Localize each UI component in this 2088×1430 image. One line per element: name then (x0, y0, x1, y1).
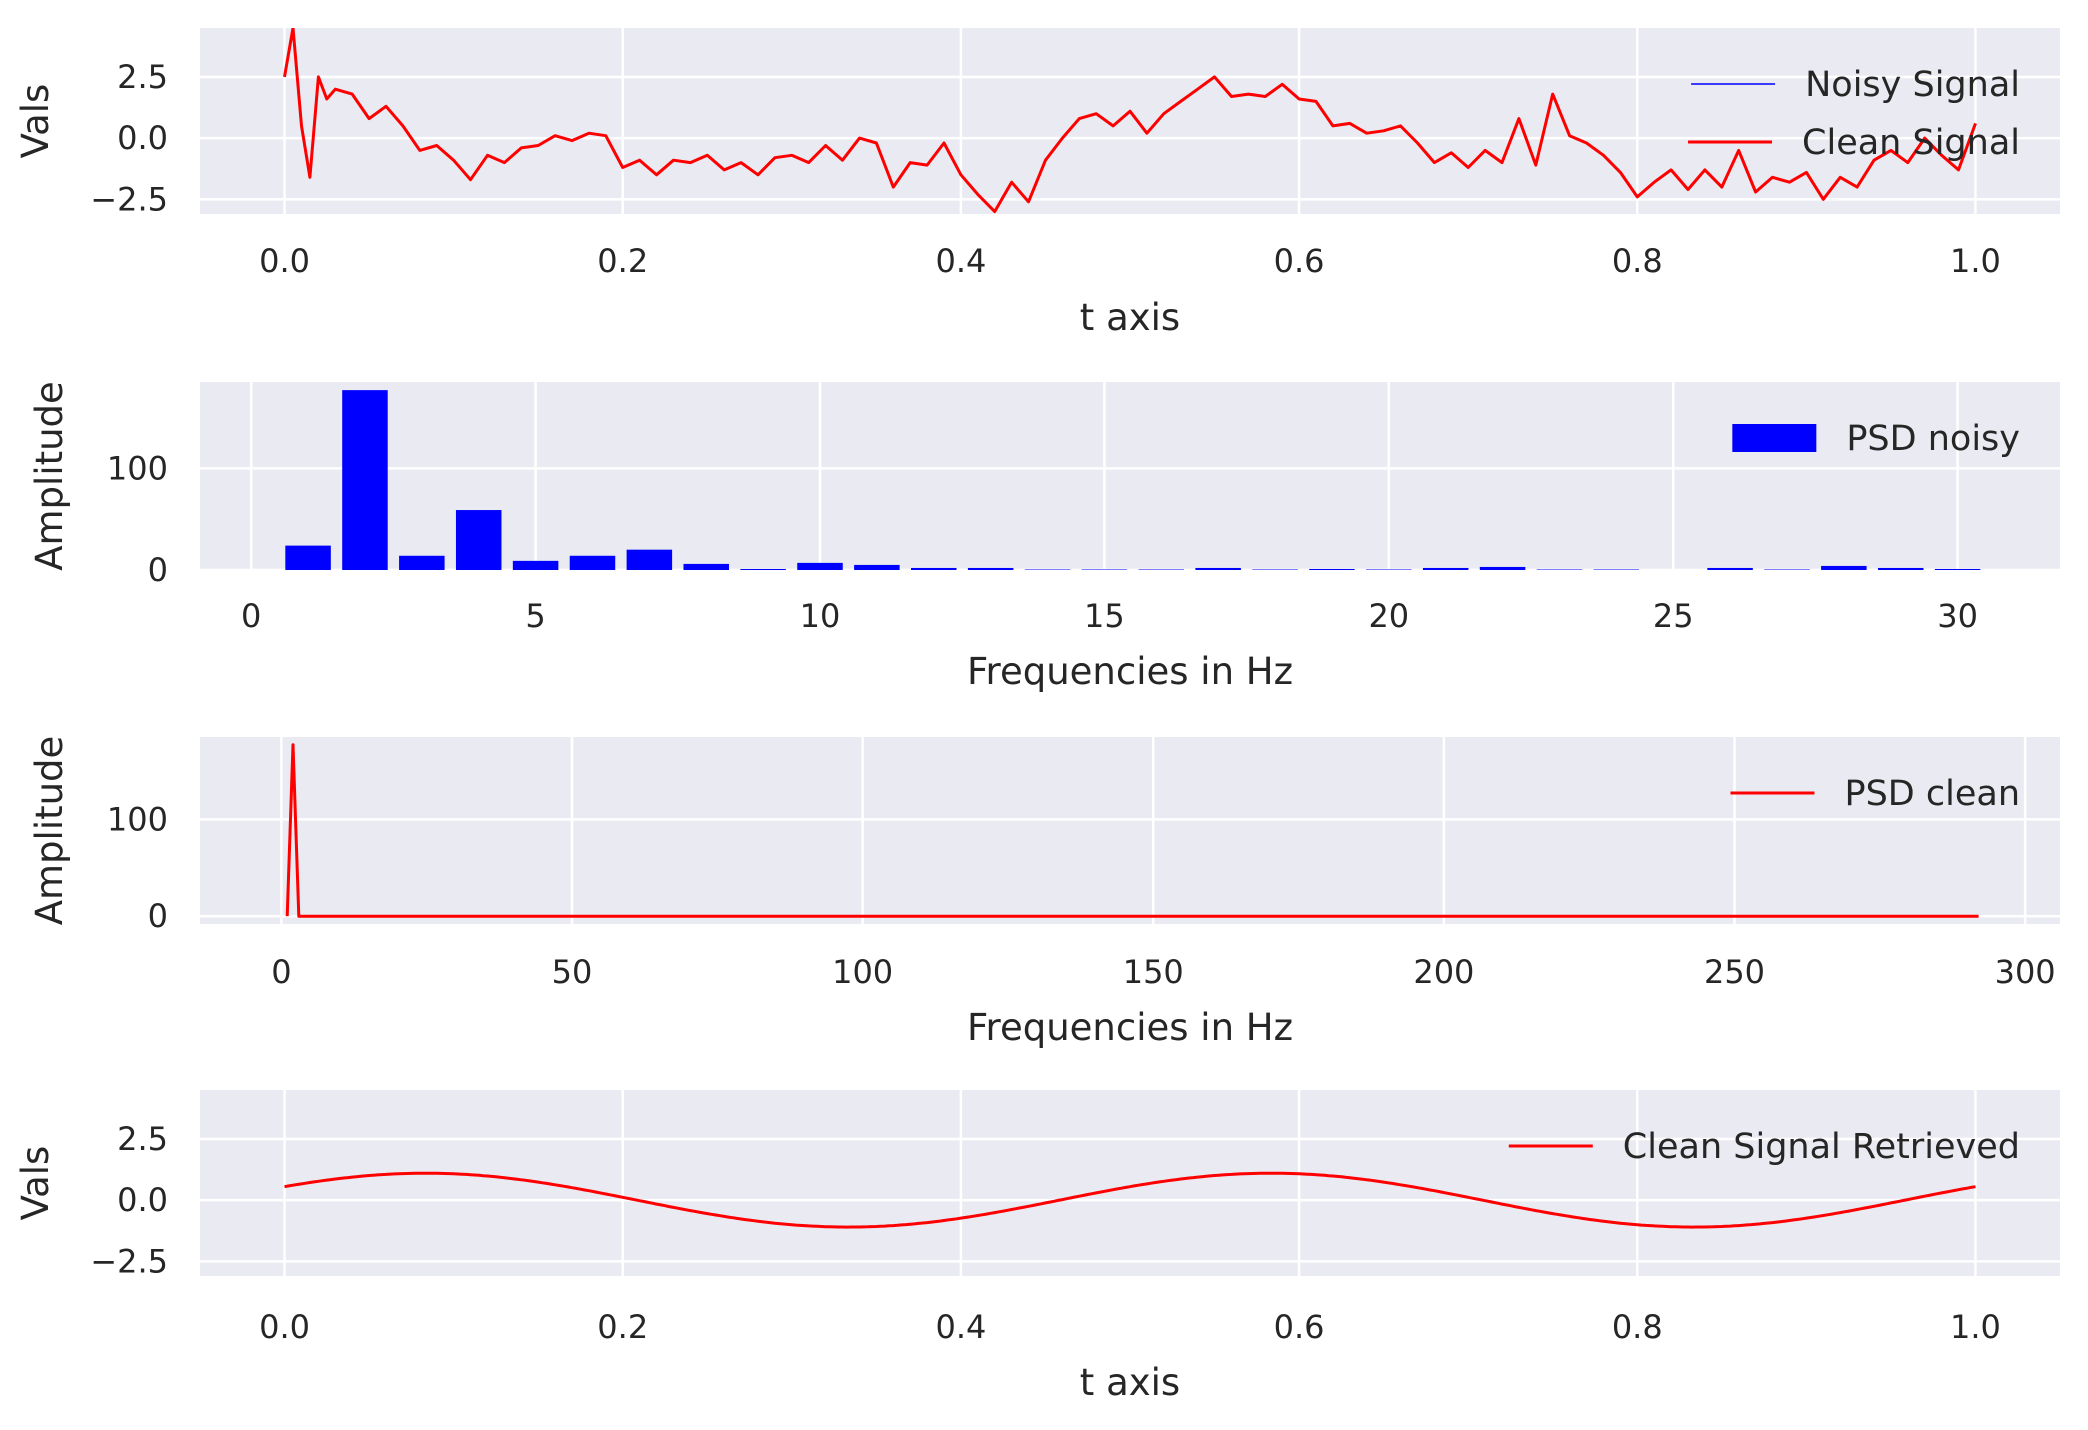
legend: PSD clean (1730, 774, 2020, 814)
y-axis-label: Vals (14, 1146, 57, 1221)
y-tick-label: −2.5 (90, 180, 168, 218)
x-tick-label: 30 (1937, 597, 1978, 635)
x-tick-label: 0.4 (935, 242, 986, 280)
x-tick-label: 300 (1995, 953, 2056, 991)
x-tick-label: 50 (552, 953, 593, 991)
y-tick-label: −2.5 (90, 1242, 168, 1280)
x-tick-label: 5 (525, 597, 545, 635)
legend-label: Clean Signal (1802, 123, 2020, 163)
bar (967, 567, 1014, 570)
plot-area (285, 390, 1981, 570)
bar (1536, 569, 1583, 570)
legend: PSD noisy (1732, 419, 2020, 459)
x-tick-label: 0.4 (935, 1308, 986, 1346)
subplot-2: 0 5 10 15 20 25 30 0 100 Frequencies in Hz Amplitu… (28, 381, 2060, 693)
x-tick-label: 20 (1368, 597, 1409, 635)
bar (399, 555, 445, 570)
bar (1764, 569, 1810, 570)
x-tick-label: 200 (1413, 953, 1474, 991)
x-tick-label: 0.6 (1274, 1308, 1325, 1346)
bar (1195, 567, 1241, 570)
bar (1877, 567, 1924, 570)
x-tick-label: 0.8 (1612, 1308, 1663, 1346)
bar (854, 564, 900, 570)
subplot-4: 0.0 0.2 0.4 0.6 0.8 1.0 −2.5 0.0 2.5 t axis Vals Cl… (14, 1090, 2060, 1404)
bar (455, 510, 502, 570)
axes-background (200, 28, 2060, 214)
x-tick-label: 0.2 (597, 242, 648, 280)
x-tick-label: 0.2 (597, 1308, 648, 1346)
bar (1707, 567, 1753, 570)
plot-area (285, 743, 1979, 918)
y-axis-label: Amplitude (28, 736, 71, 926)
legend-label: PSD noisy (1846, 419, 2020, 459)
plot-area (283, 28, 1977, 214)
series-line (283, 28, 1977, 214)
x-tick-label: 100 (832, 953, 893, 991)
legend-label: Clean Signal Retrieved (1623, 1127, 2020, 1167)
x-tick-label: 0 (241, 597, 261, 635)
bar (626, 549, 673, 570)
axes-background (200, 382, 2060, 570)
legend: Noisy Signal Clean Signal (1688, 65, 2020, 163)
legend-swatch (1732, 424, 1817, 452)
bar (1024, 569, 1071, 570)
x-tick-label: 250 (1704, 953, 1765, 991)
x-tick-label: 0.0 (259, 242, 310, 280)
bar (797, 562, 843, 570)
y-tick-label: 2.5 (117, 1120, 168, 1158)
y-axis-label: Amplitude (28, 381, 71, 571)
y-tick-label: 100 (107, 449, 168, 487)
x-tick-label: 0.8 (1612, 242, 1663, 280)
x-tick-label: 15 (1084, 597, 1125, 635)
subplot-3: 0 50 100 150 200 250 300 0 100 Frequencies in Hz A… (28, 736, 2060, 1049)
x-tick-label: 0.6 (1274, 242, 1325, 280)
bar (683, 563, 729, 570)
y-tick-label: 0.0 (117, 1181, 168, 1219)
legend: Clean Signal Retrieved (1508, 1127, 2020, 1167)
subplot-1: 0.0 0.2 0.4 0.6 0.8 1.0 −2.5 0.0 2.5 t axis Vals No… (14, 28, 2060, 339)
bar (512, 560, 559, 570)
axes-background (200, 737, 2060, 924)
x-tick-label: 10 (800, 597, 841, 635)
x-tick-label: 0.0 (259, 1308, 310, 1346)
bar (1821, 565, 1867, 570)
bar (1309, 568, 1355, 570)
x-tick-label: 1.0 (1950, 1308, 2001, 1346)
series-line (285, 743, 1979, 918)
y-axis-label: Vals (14, 84, 57, 159)
bar (1479, 566, 1526, 570)
bar (740, 568, 786, 570)
x-axis-label: t axis (1080, 296, 1180, 339)
legend-label: PSD clean (1844, 774, 2020, 814)
plot-area (284, 1171, 1976, 1229)
bar (1366, 569, 1412, 570)
axes-background (200, 1090, 2060, 1276)
x-tick-label: 25 (1653, 597, 1694, 635)
bar (285, 545, 331, 570)
bar (911, 567, 957, 570)
x-axis-label: Frequencies in Hz (967, 650, 1293, 693)
x-tick-label: 0 (271, 953, 291, 991)
y-tick-label: 100 (107, 800, 168, 838)
y-tick-label: 0 (148, 551, 168, 589)
bar (1934, 568, 1981, 570)
bar (569, 555, 616, 570)
bar (342, 390, 388, 570)
series-line (284, 1171, 1976, 1229)
bar (1252, 569, 1298, 570)
x-tick-label: 150 (1123, 953, 1184, 991)
bar (1081, 569, 1128, 570)
bar (1593, 569, 1640, 570)
legend-label: Noisy Signal (1805, 65, 2020, 105)
x-tick-label: 1.0 (1950, 242, 2001, 280)
x-axis-label: Frequencies in Hz (967, 1006, 1293, 1049)
y-tick-label: 0.0 (117, 119, 168, 157)
y-tick-label: 2.5 (117, 58, 168, 96)
bar (1422, 567, 1469, 570)
x-axis-label: t axis (1080, 1361, 1180, 1404)
bar (1138, 569, 1185, 570)
y-tick-label: 0 (148, 897, 168, 935)
